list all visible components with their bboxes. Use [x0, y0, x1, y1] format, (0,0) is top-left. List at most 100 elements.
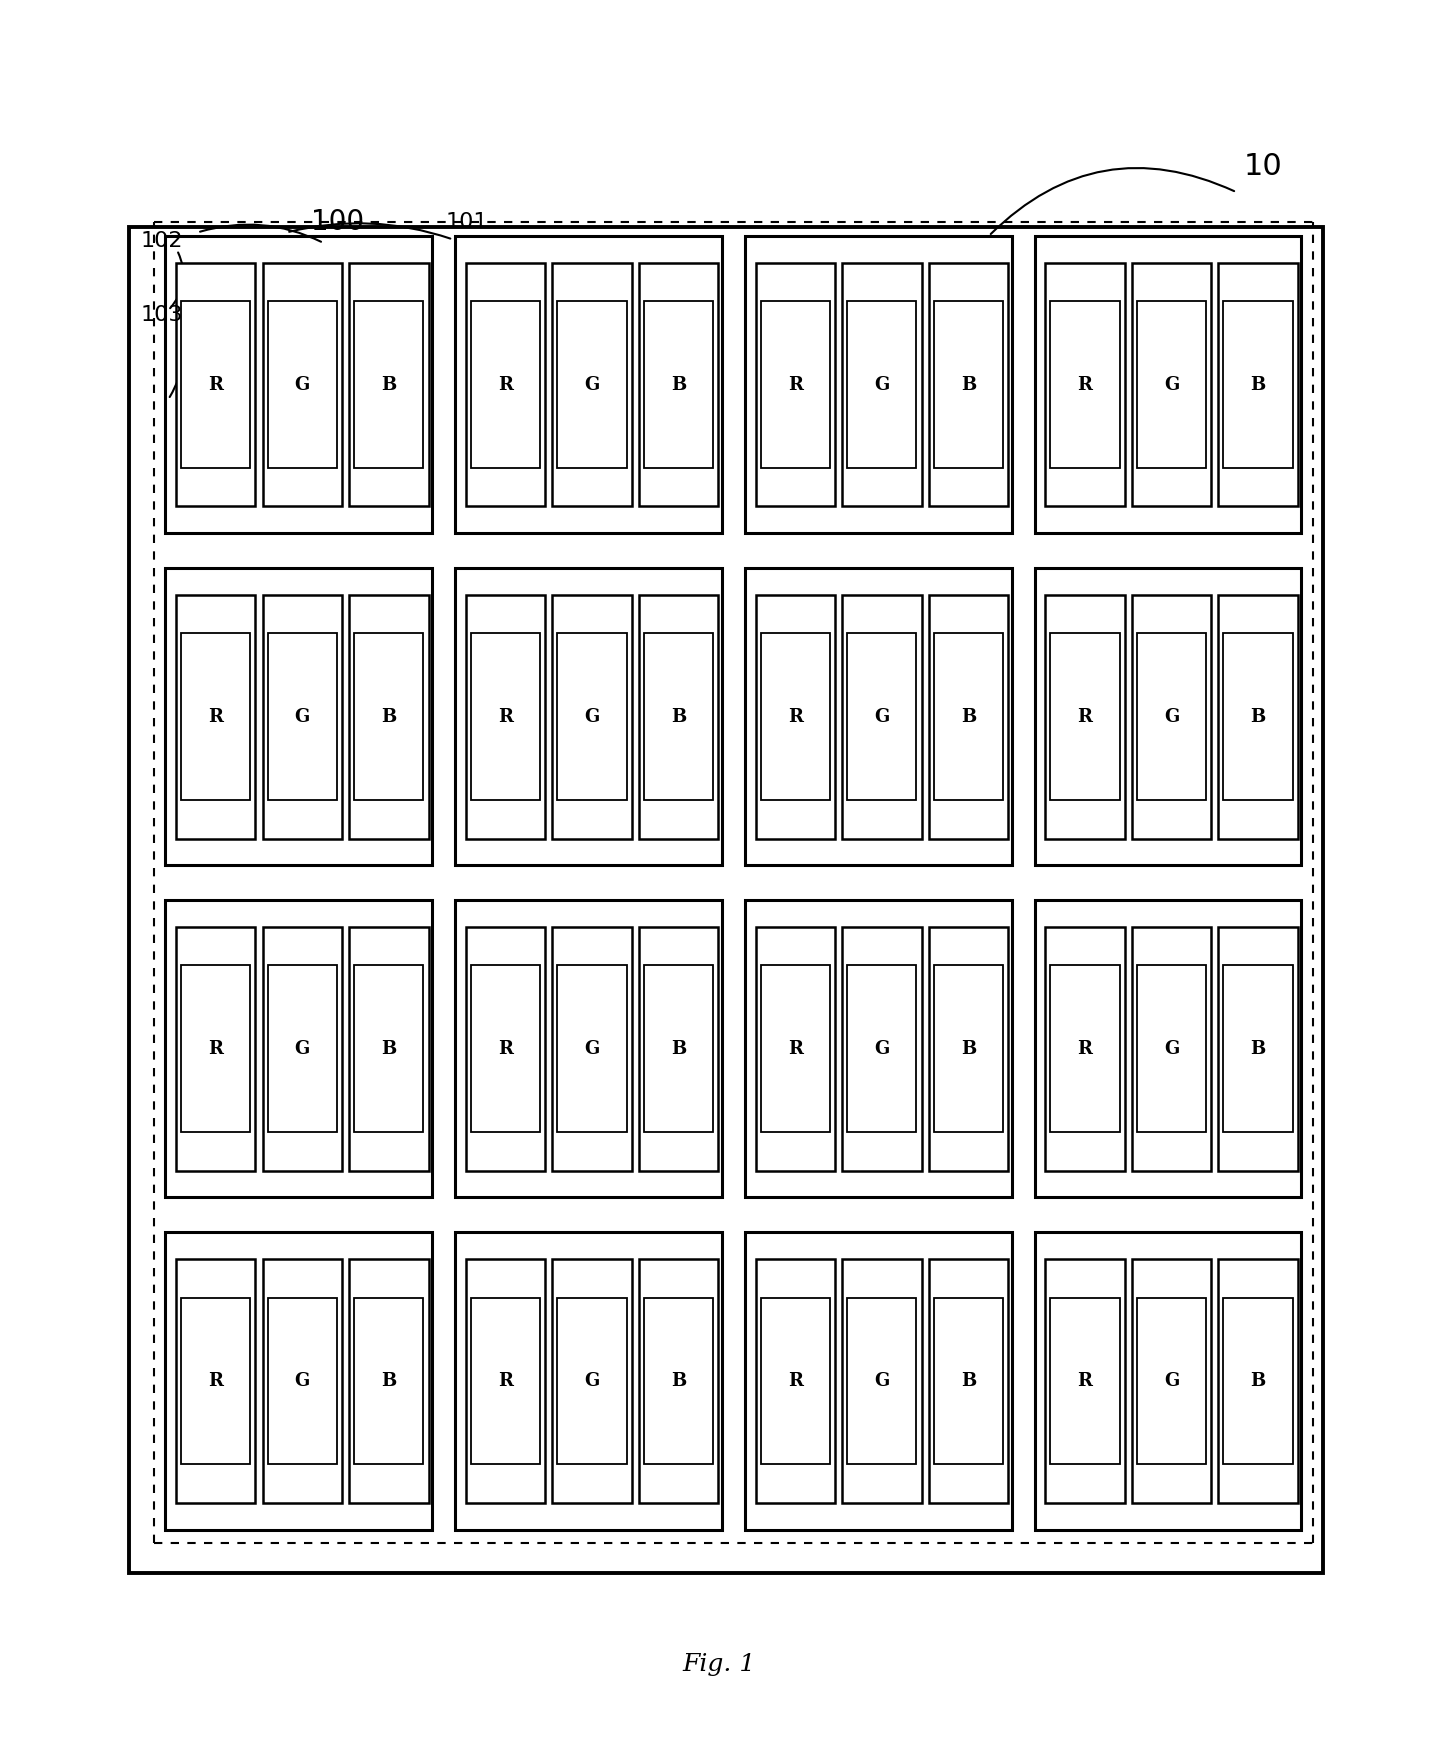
Bar [644, 301, 713, 468]
Bar [1224, 965, 1293, 1133]
Bar [1132, 1259, 1211, 1503]
Text: G: G [1163, 708, 1179, 725]
Bar [929, 926, 1008, 1171]
Bar [756, 1259, 835, 1503]
Bar [552, 1259, 631, 1503]
Text: R: R [1077, 1040, 1093, 1058]
Text: G: G [295, 708, 311, 725]
Text: G: G [1163, 376, 1179, 393]
Text: B: B [1251, 1372, 1265, 1390]
Text: G: G [874, 708, 890, 725]
Bar [470, 965, 541, 1133]
Bar [1050, 965, 1120, 1133]
Text: B: B [961, 1372, 976, 1390]
Bar [470, 633, 541, 801]
Bar [354, 633, 424, 801]
Bar [1137, 301, 1206, 468]
Text: B: B [1251, 376, 1265, 393]
Bar [847, 965, 916, 1133]
Text: R: R [1077, 1372, 1093, 1390]
Bar [1035, 1232, 1301, 1530]
Bar [1050, 301, 1120, 468]
Text: B: B [672, 1040, 686, 1058]
Bar [263, 262, 342, 507]
Bar [1035, 236, 1301, 533]
Bar [843, 594, 922, 839]
Text: R: R [498, 376, 513, 393]
Bar [1045, 594, 1125, 839]
Text: R: R [498, 1372, 513, 1390]
Bar [466, 594, 545, 839]
Bar [1137, 1297, 1206, 1465]
Text: G: G [295, 1040, 311, 1058]
Text: R: R [788, 376, 802, 393]
Text: B: B [672, 708, 686, 725]
Bar [470, 301, 541, 468]
Text: B: B [672, 1372, 686, 1390]
Text: G: G [584, 376, 600, 393]
Bar [1035, 900, 1301, 1197]
Text: R: R [209, 1372, 223, 1390]
Bar [1218, 594, 1297, 839]
Bar [552, 926, 631, 1171]
Bar [552, 262, 631, 507]
Bar [466, 262, 545, 507]
Bar [933, 301, 1002, 468]
Bar [847, 633, 916, 801]
Bar [181, 965, 250, 1133]
Bar [761, 301, 830, 468]
Bar [843, 926, 922, 1171]
Text: R: R [788, 1372, 802, 1390]
Bar [745, 900, 1012, 1197]
Text: R: R [1077, 376, 1093, 393]
Text: G: G [584, 708, 600, 725]
Text: 102: 102 [141, 231, 184, 252]
Text: R: R [498, 1040, 513, 1058]
Bar [354, 1297, 424, 1465]
Bar [1035, 568, 1301, 865]
Text: G: G [874, 376, 890, 393]
Text: R: R [209, 376, 223, 393]
Bar [263, 926, 342, 1171]
Bar [1224, 301, 1293, 468]
Bar [466, 1259, 545, 1503]
Bar [1050, 633, 1120, 801]
Bar [843, 1259, 922, 1503]
Bar [761, 633, 830, 801]
Bar [558, 301, 627, 468]
Bar [454, 1232, 722, 1530]
Bar [181, 1297, 250, 1465]
Bar [454, 236, 722, 533]
Text: B: B [1251, 1040, 1265, 1058]
Bar [165, 236, 431, 533]
Bar [847, 301, 916, 468]
Bar [175, 262, 256, 507]
Bar [1218, 262, 1297, 507]
Bar [933, 633, 1002, 801]
Bar [1224, 633, 1293, 801]
Text: G: G [295, 1372, 311, 1390]
Bar [1045, 262, 1125, 507]
Bar [745, 568, 1012, 865]
Bar [349, 594, 429, 839]
Text: B: B [381, 1040, 397, 1058]
Bar [1137, 965, 1206, 1133]
Bar [267, 1297, 336, 1465]
Bar [1137, 633, 1206, 801]
Bar [349, 262, 429, 507]
Text: B: B [672, 376, 686, 393]
Bar [638, 262, 719, 507]
Bar [165, 1232, 431, 1530]
Bar [644, 1297, 713, 1465]
Bar [558, 965, 627, 1133]
Bar [349, 926, 429, 1171]
Bar [129, 227, 1323, 1573]
Bar [263, 594, 342, 839]
Bar [175, 1259, 256, 1503]
Bar [181, 301, 250, 468]
Bar [638, 594, 719, 839]
Text: B: B [381, 376, 397, 393]
Bar [929, 594, 1008, 839]
Bar [1218, 1259, 1297, 1503]
Text: R: R [209, 1040, 223, 1058]
